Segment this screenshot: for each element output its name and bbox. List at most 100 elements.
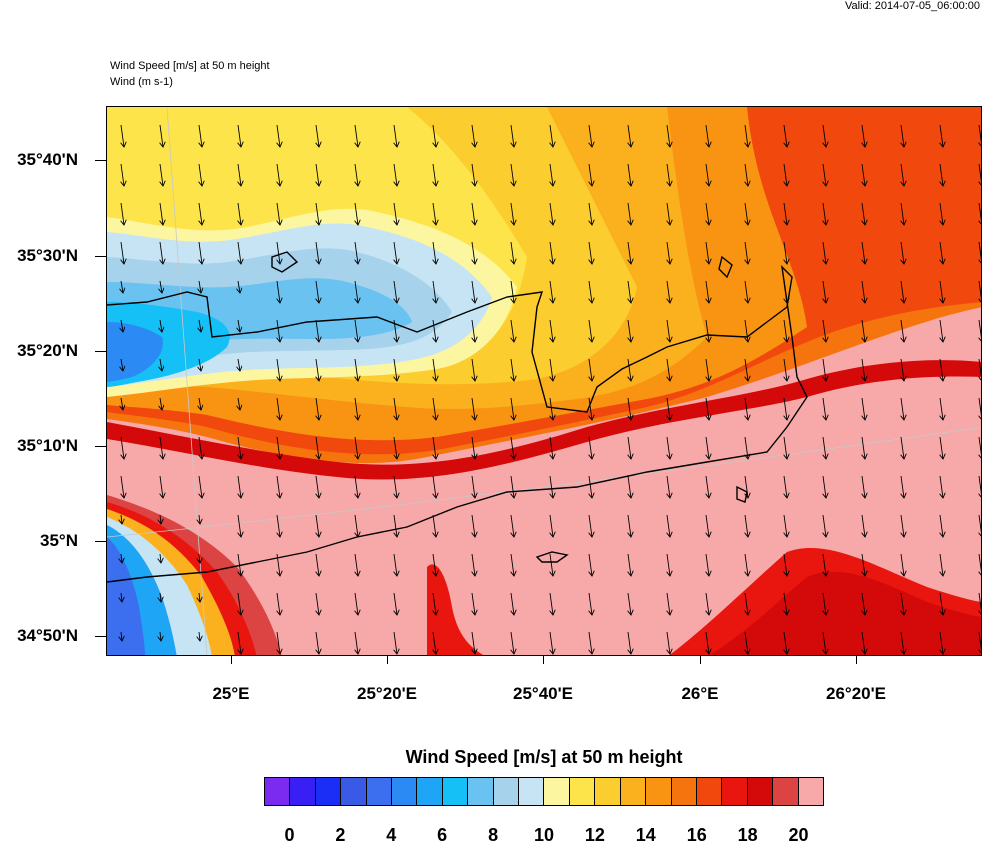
colorbar-cell <box>341 778 367 805</box>
wind-arrow <box>160 592 161 602</box>
wind-arrow <box>238 436 241 459</box>
wind-arrow <box>121 475 124 498</box>
wind-arrow <box>277 514 280 537</box>
wind-arrow <box>511 202 514 225</box>
wind-arrow <box>394 631 397 654</box>
wind-arrow <box>940 280 943 303</box>
wind-arrow <box>121 319 123 332</box>
wind-arrow <box>862 163 865 186</box>
colorbar-cell <box>671 778 697 805</box>
wind-arrow <box>277 631 280 654</box>
wind-arrow <box>472 358 475 381</box>
wind-arrow <box>277 358 280 381</box>
wind-arrow <box>433 163 436 186</box>
wind-arrow <box>238 319 240 332</box>
wind-arrow <box>823 163 826 186</box>
wind-arrow <box>550 475 553 498</box>
wind-arrow <box>199 202 202 225</box>
wind-arrow <box>394 124 397 147</box>
wind-arrow <box>433 475 436 498</box>
wind-arrow <box>277 163 280 186</box>
wind-arrow <box>628 436 631 459</box>
wind-arrow <box>784 241 787 264</box>
wind-arrow <box>589 553 592 576</box>
wind-arrow <box>901 319 904 342</box>
wind-arrow <box>511 124 514 147</box>
wind-arrow <box>550 553 553 576</box>
colorbar-cell <box>773 778 799 805</box>
wind-arrow <box>472 631 475 654</box>
wind-arrow <box>901 592 904 615</box>
wind-arrow <box>979 553 981 576</box>
wind-arrow <box>745 358 748 381</box>
lon-label-26-00: 26°E <box>681 684 719 703</box>
wind-arrow <box>589 631 592 654</box>
wind-arrow <box>433 358 436 381</box>
lon-tick <box>700 656 701 664</box>
wind-arrow <box>550 163 553 186</box>
wind-arrow <box>979 280 981 303</box>
wind-arrow <box>940 514 943 537</box>
wind-arrow <box>277 241 280 264</box>
wind-arrow <box>511 553 514 576</box>
wind-arrow <box>238 202 241 225</box>
wind-arrow <box>745 397 748 420</box>
wind-arrow <box>238 631 241 654</box>
wind-arrow <box>979 475 981 498</box>
wind-arrow <box>355 358 358 381</box>
lat-label-35-20: 35°20'N <box>17 341 78 360</box>
wind-arrow <box>784 358 787 381</box>
wind-arrow <box>667 163 670 186</box>
wind-arrow <box>862 280 865 303</box>
speed-band-18b <box>427 564 484 655</box>
wind-arrow <box>589 475 592 498</box>
wind-arrow <box>550 280 553 303</box>
wind-arrow <box>706 163 709 186</box>
wind-arrow <box>823 592 826 615</box>
wind-arrow <box>823 202 826 225</box>
wind-arrow <box>784 514 787 537</box>
lon-tick <box>543 656 544 664</box>
wind-arrow <box>511 592 514 615</box>
wind-arrow <box>316 280 319 303</box>
wind-arrow <box>901 397 904 420</box>
wind-arrow <box>355 280 358 303</box>
wind-arrow <box>394 592 397 615</box>
wind-arrow <box>472 397 475 420</box>
wind-arrow <box>862 202 865 225</box>
wind-arrow <box>550 241 553 264</box>
wind-arrow <box>589 319 592 342</box>
wind-arrow <box>199 475 202 498</box>
wind-arrow <box>706 631 709 654</box>
wind-arrow <box>550 358 553 381</box>
wind-arrow <box>355 202 358 225</box>
wind-arrow <box>550 514 553 537</box>
wind-arrow <box>667 475 670 498</box>
wind-arrow <box>823 358 826 381</box>
wind-arrow <box>355 163 358 186</box>
wind-arrow <box>667 436 670 459</box>
wind-arrow <box>394 202 397 225</box>
wind-arrow <box>511 358 514 381</box>
wind-arrow <box>901 358 904 381</box>
colorbar-cell <box>620 778 647 805</box>
colorbar-label: 10 <box>533 825 555 845</box>
wind-arrow <box>199 280 201 293</box>
wind-arrow <box>667 514 670 537</box>
wind-arrow <box>667 553 670 576</box>
wind-arrow <box>238 358 240 371</box>
wind-arrow <box>940 358 943 381</box>
colorbar-cell <box>646 778 672 805</box>
wind-arrow <box>940 631 943 654</box>
wind-arrow <box>589 358 592 381</box>
wind-arrow <box>901 436 904 459</box>
wind-arrow <box>745 319 748 342</box>
wind-arrow <box>238 592 241 615</box>
wind-arrow <box>511 514 514 537</box>
wind-arrow <box>628 241 631 264</box>
colorbar-cell <box>569 778 596 805</box>
wind-arrow <box>706 475 709 498</box>
lat-label-35-40: 35°40'N <box>17 150 78 169</box>
wind-arrow <box>940 241 943 264</box>
wind-arrow <box>784 202 787 225</box>
